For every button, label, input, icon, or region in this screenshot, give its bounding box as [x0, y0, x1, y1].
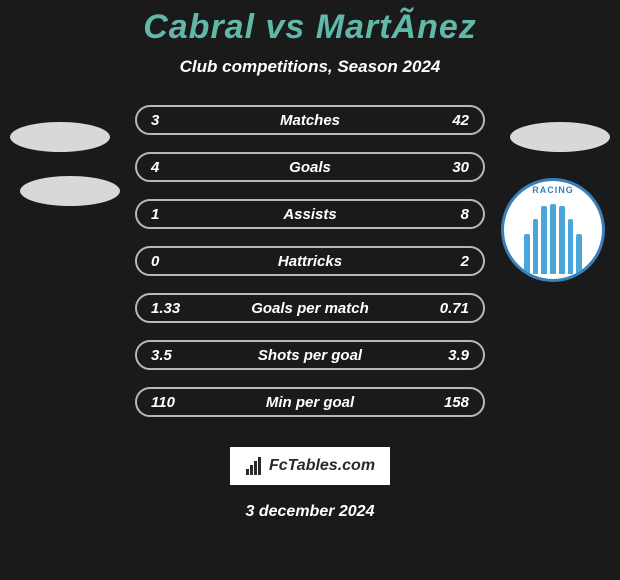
stat-label: Min per goal: [211, 394, 409, 411]
fctables-logo: FcTables.com: [230, 447, 390, 485]
stat-label: Shots per goal: [211, 347, 409, 364]
stat-left-value: 3.5: [151, 347, 211, 364]
stat-row-matches: 3 Matches 42: [135, 105, 485, 135]
stat-right-value: 3.9: [409, 347, 469, 364]
stat-right-value: 8: [409, 206, 469, 223]
stat-left-value: 1: [151, 206, 211, 223]
racing-badge-stripes: [524, 199, 582, 279]
stat-right-value: 42: [409, 112, 469, 129]
stat-left-value: 110: [151, 394, 211, 411]
player-right-club-badge-1: [510, 122, 610, 152]
stat-left-value: 4: [151, 159, 211, 176]
stat-right-value: 2: [409, 253, 469, 270]
stat-left-value: 0: [151, 253, 211, 270]
stat-right-value: 0.71: [409, 300, 469, 317]
stat-row-shots-per-goal: 3.5 Shots per goal 3.9: [135, 340, 485, 370]
player-left-club-badge-2: [20, 176, 120, 206]
stat-right-value: 30: [409, 159, 469, 176]
page-title: Cabral vs MartÃ­nez: [0, 0, 620, 47]
stat-left-value: 3: [151, 112, 211, 129]
stat-row-min-per-goal: 110 Min per goal 158: [135, 387, 485, 417]
stat-label: Matches: [211, 112, 409, 129]
bars-icon: [245, 457, 265, 475]
stat-label: Goals: [211, 159, 409, 176]
stat-left-value: 1.33: [151, 300, 211, 317]
subtitle: Club competitions, Season 2024: [0, 57, 620, 77]
logo-text: FcTables.com: [269, 457, 375, 475]
stat-row-assists: 1 Assists 8: [135, 199, 485, 229]
player-left-club-badge-1: [10, 122, 110, 152]
stat-label: Goals per match: [211, 300, 409, 317]
date: 3 december 2024: [0, 503, 620, 521]
racing-badge-circle: RACING: [501, 178, 605, 282]
stat-row-goals-per-match: 1.33 Goals per match 0.71: [135, 293, 485, 323]
stat-label: Assists: [211, 206, 409, 223]
racing-badge-text: RACING: [504, 185, 602, 195]
stat-label: Hattricks: [211, 253, 409, 270]
stat-right-value: 158: [409, 394, 469, 411]
player-right-club-badge-2: RACING: [501, 178, 605, 282]
stat-row-hattricks: 0 Hattricks 2: [135, 246, 485, 276]
stat-row-goals: 4 Goals 30: [135, 152, 485, 182]
